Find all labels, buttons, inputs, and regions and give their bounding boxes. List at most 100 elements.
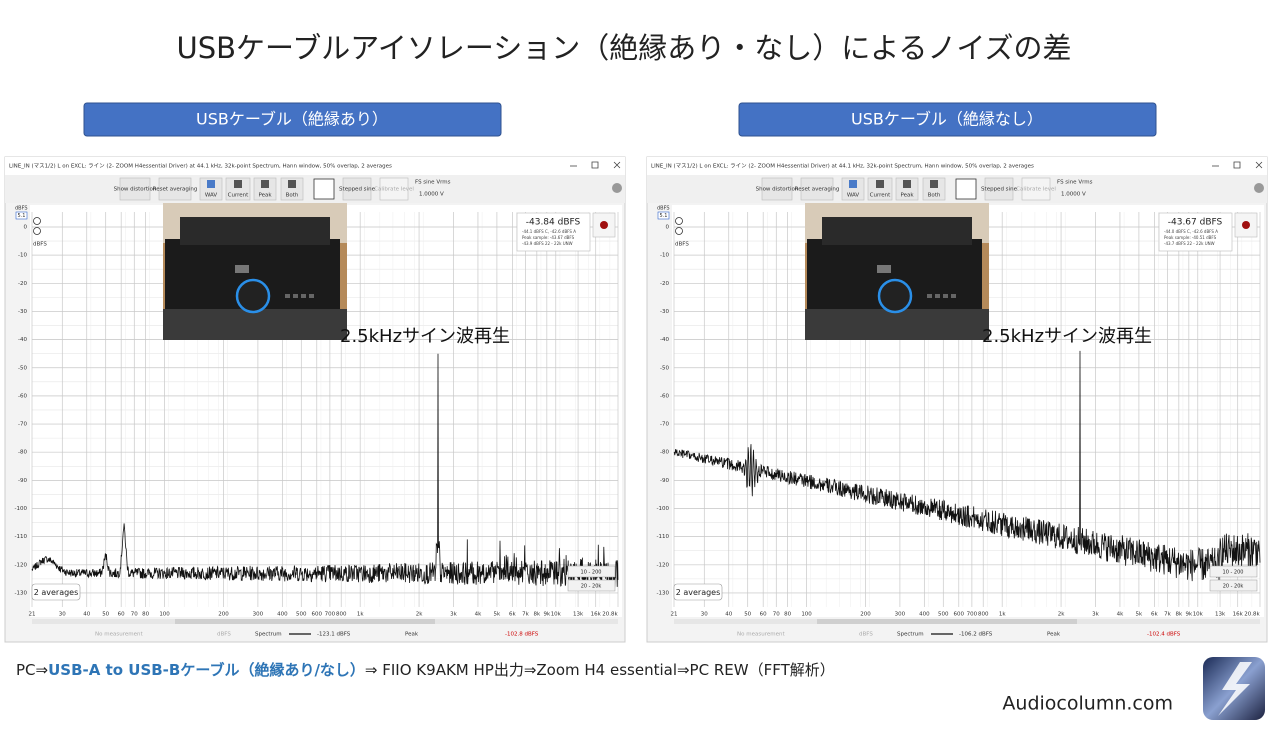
y-tick-label: 0	[666, 225, 670, 231]
toolbar-button-label: Both	[928, 193, 941, 199]
x-tick-label: 4k	[475, 612, 482, 618]
toolbar-button	[199, 177, 223, 201]
help-icon	[1254, 183, 1264, 193]
toolbar-button-label: Current	[870, 193, 892, 199]
x-tick-label: 300	[253, 612, 264, 618]
y-top: 5.1	[660, 213, 668, 219]
range-label: 10 - 200	[581, 570, 602, 576]
toolbar-icon	[313, 178, 335, 200]
x-tick-label: 200	[218, 612, 229, 618]
x-tick-label: 600	[312, 612, 323, 618]
status-item: No measurement	[737, 632, 785, 638]
y-unit: dBFS	[657, 206, 670, 212]
averages: 2 averages	[34, 588, 79, 597]
y-tick-label: -50	[18, 365, 27, 371]
toolbar-button-label: Calibrate level	[1016, 187, 1056, 193]
x-tick-label: 9k	[1185, 612, 1192, 618]
y-tick-label: -40	[660, 337, 669, 343]
toolbar-button	[253, 177, 277, 201]
y-tick-label: -90	[18, 478, 27, 484]
photo-button	[301, 294, 306, 298]
annotation: 2.5kHzサイン波再生	[982, 326, 1152, 347]
toolbar-button-label: Both	[286, 193, 299, 199]
photo-display	[877, 265, 891, 273]
record-dot	[1242, 221, 1250, 229]
y-top: 5.1	[18, 213, 26, 219]
toolbar-button	[841, 177, 865, 201]
toolbar-icon	[955, 178, 977, 200]
y-tick-label: -20	[18, 281, 27, 287]
site-name: Audiocolumn.com	[1002, 693, 1173, 715]
photo-button	[293, 294, 298, 298]
help-icon	[612, 183, 622, 193]
zoom-button	[675, 227, 683, 235]
toolbar-button	[761, 177, 793, 201]
x-tick-label: 400	[277, 612, 288, 618]
y-select: dBFS	[33, 242, 47, 248]
reading-line: -44.0 dBFS C, -42.6 dBFS A	[1164, 229, 1218, 234]
window-control	[613, 161, 621, 169]
annotation: 2.5kHzサイン波再生	[340, 326, 510, 347]
x-tick-label: 16k	[591, 612, 602, 618]
averages-box	[673, 583, 723, 601]
caption-highlight: USB-A to USB-Bケーブル（絶縁あり/なし）	[48, 661, 365, 679]
photo-device-top	[180, 217, 330, 245]
x-tick-label: 5k	[1136, 612, 1143, 618]
toolbar-button-label: Stepped sine	[339, 187, 376, 193]
x-tick-label: 500	[296, 612, 307, 618]
photo-button	[927, 294, 932, 298]
status-item: Spectrum	[897, 632, 924, 638]
status-item: -102.4 dBFS	[1147, 632, 1181, 638]
range-chip	[567, 579, 616, 592]
y-tick-label: -110	[15, 534, 28, 540]
x-tick-label: 13k	[573, 612, 584, 618]
x-tick-label: 4k	[1117, 612, 1124, 618]
toolbar-button-label: Stepped sine	[981, 187, 1018, 193]
photo-button	[935, 294, 940, 298]
photo-button	[309, 294, 314, 298]
toolbar-icon	[288, 180, 296, 188]
range-chip	[567, 565, 616, 578]
x-tick-label: 300	[895, 612, 906, 618]
x-tick-label: 2k	[416, 612, 423, 618]
photo-table	[163, 309, 347, 340]
x-tick-label: 80	[142, 612, 149, 618]
status-item: -106.2 dBFS	[959, 632, 993, 638]
y-tick-label: -130	[657, 590, 670, 596]
reading-value: -43.67 dBFS	[1168, 218, 1223, 228]
x-tick-label: 30	[59, 612, 66, 618]
y-tick-label: -100	[15, 506, 28, 512]
x-tick-label: 9k	[543, 612, 550, 618]
scroll-thumb	[175, 619, 435, 624]
toolbar-button-label: Peak	[258, 193, 272, 199]
window-control	[1233, 161, 1241, 169]
y-tick-label: -90	[660, 478, 669, 484]
range-chip	[1209, 579, 1258, 592]
x-tick-label: 40	[83, 612, 90, 618]
reading-line: -43.9 dBFS 22 - 22k UNW	[522, 241, 573, 246]
x-tick-label: 7k	[1164, 612, 1171, 618]
photo-inset	[163, 203, 347, 340]
x-tick-label: 500	[938, 612, 949, 618]
x-tick-label: 3k	[1092, 612, 1099, 618]
spectrum-trace	[31, 353, 619, 588]
x-tick-label: 70	[773, 612, 780, 618]
zoom-button	[33, 227, 41, 235]
x-tick-label: 70	[131, 612, 138, 618]
toolbar-button-label: Show distortion	[756, 187, 799, 193]
x-tick-label: 6k	[1151, 612, 1158, 618]
photo-display	[235, 265, 249, 273]
x-tick-label: 5k	[494, 612, 501, 618]
toolbar-button	[379, 177, 409, 201]
toolbar-button-label: WAV	[205, 193, 218, 199]
reading-line: Peak sample: -40.51 dBFS	[1164, 235, 1217, 240]
panel-label-box	[83, 102, 502, 137]
x-tick-label: 40	[725, 612, 732, 618]
y-tick-label: -130	[15, 590, 28, 596]
x-tick-label: 1k	[999, 612, 1006, 618]
status-item: Spectrum	[255, 632, 282, 638]
x-tick-label: 10k	[1193, 612, 1204, 618]
toolbar-button-label: Show distortion	[114, 187, 157, 193]
x-tick-label: 2k	[1058, 612, 1065, 618]
reading-box	[1158, 212, 1233, 252]
